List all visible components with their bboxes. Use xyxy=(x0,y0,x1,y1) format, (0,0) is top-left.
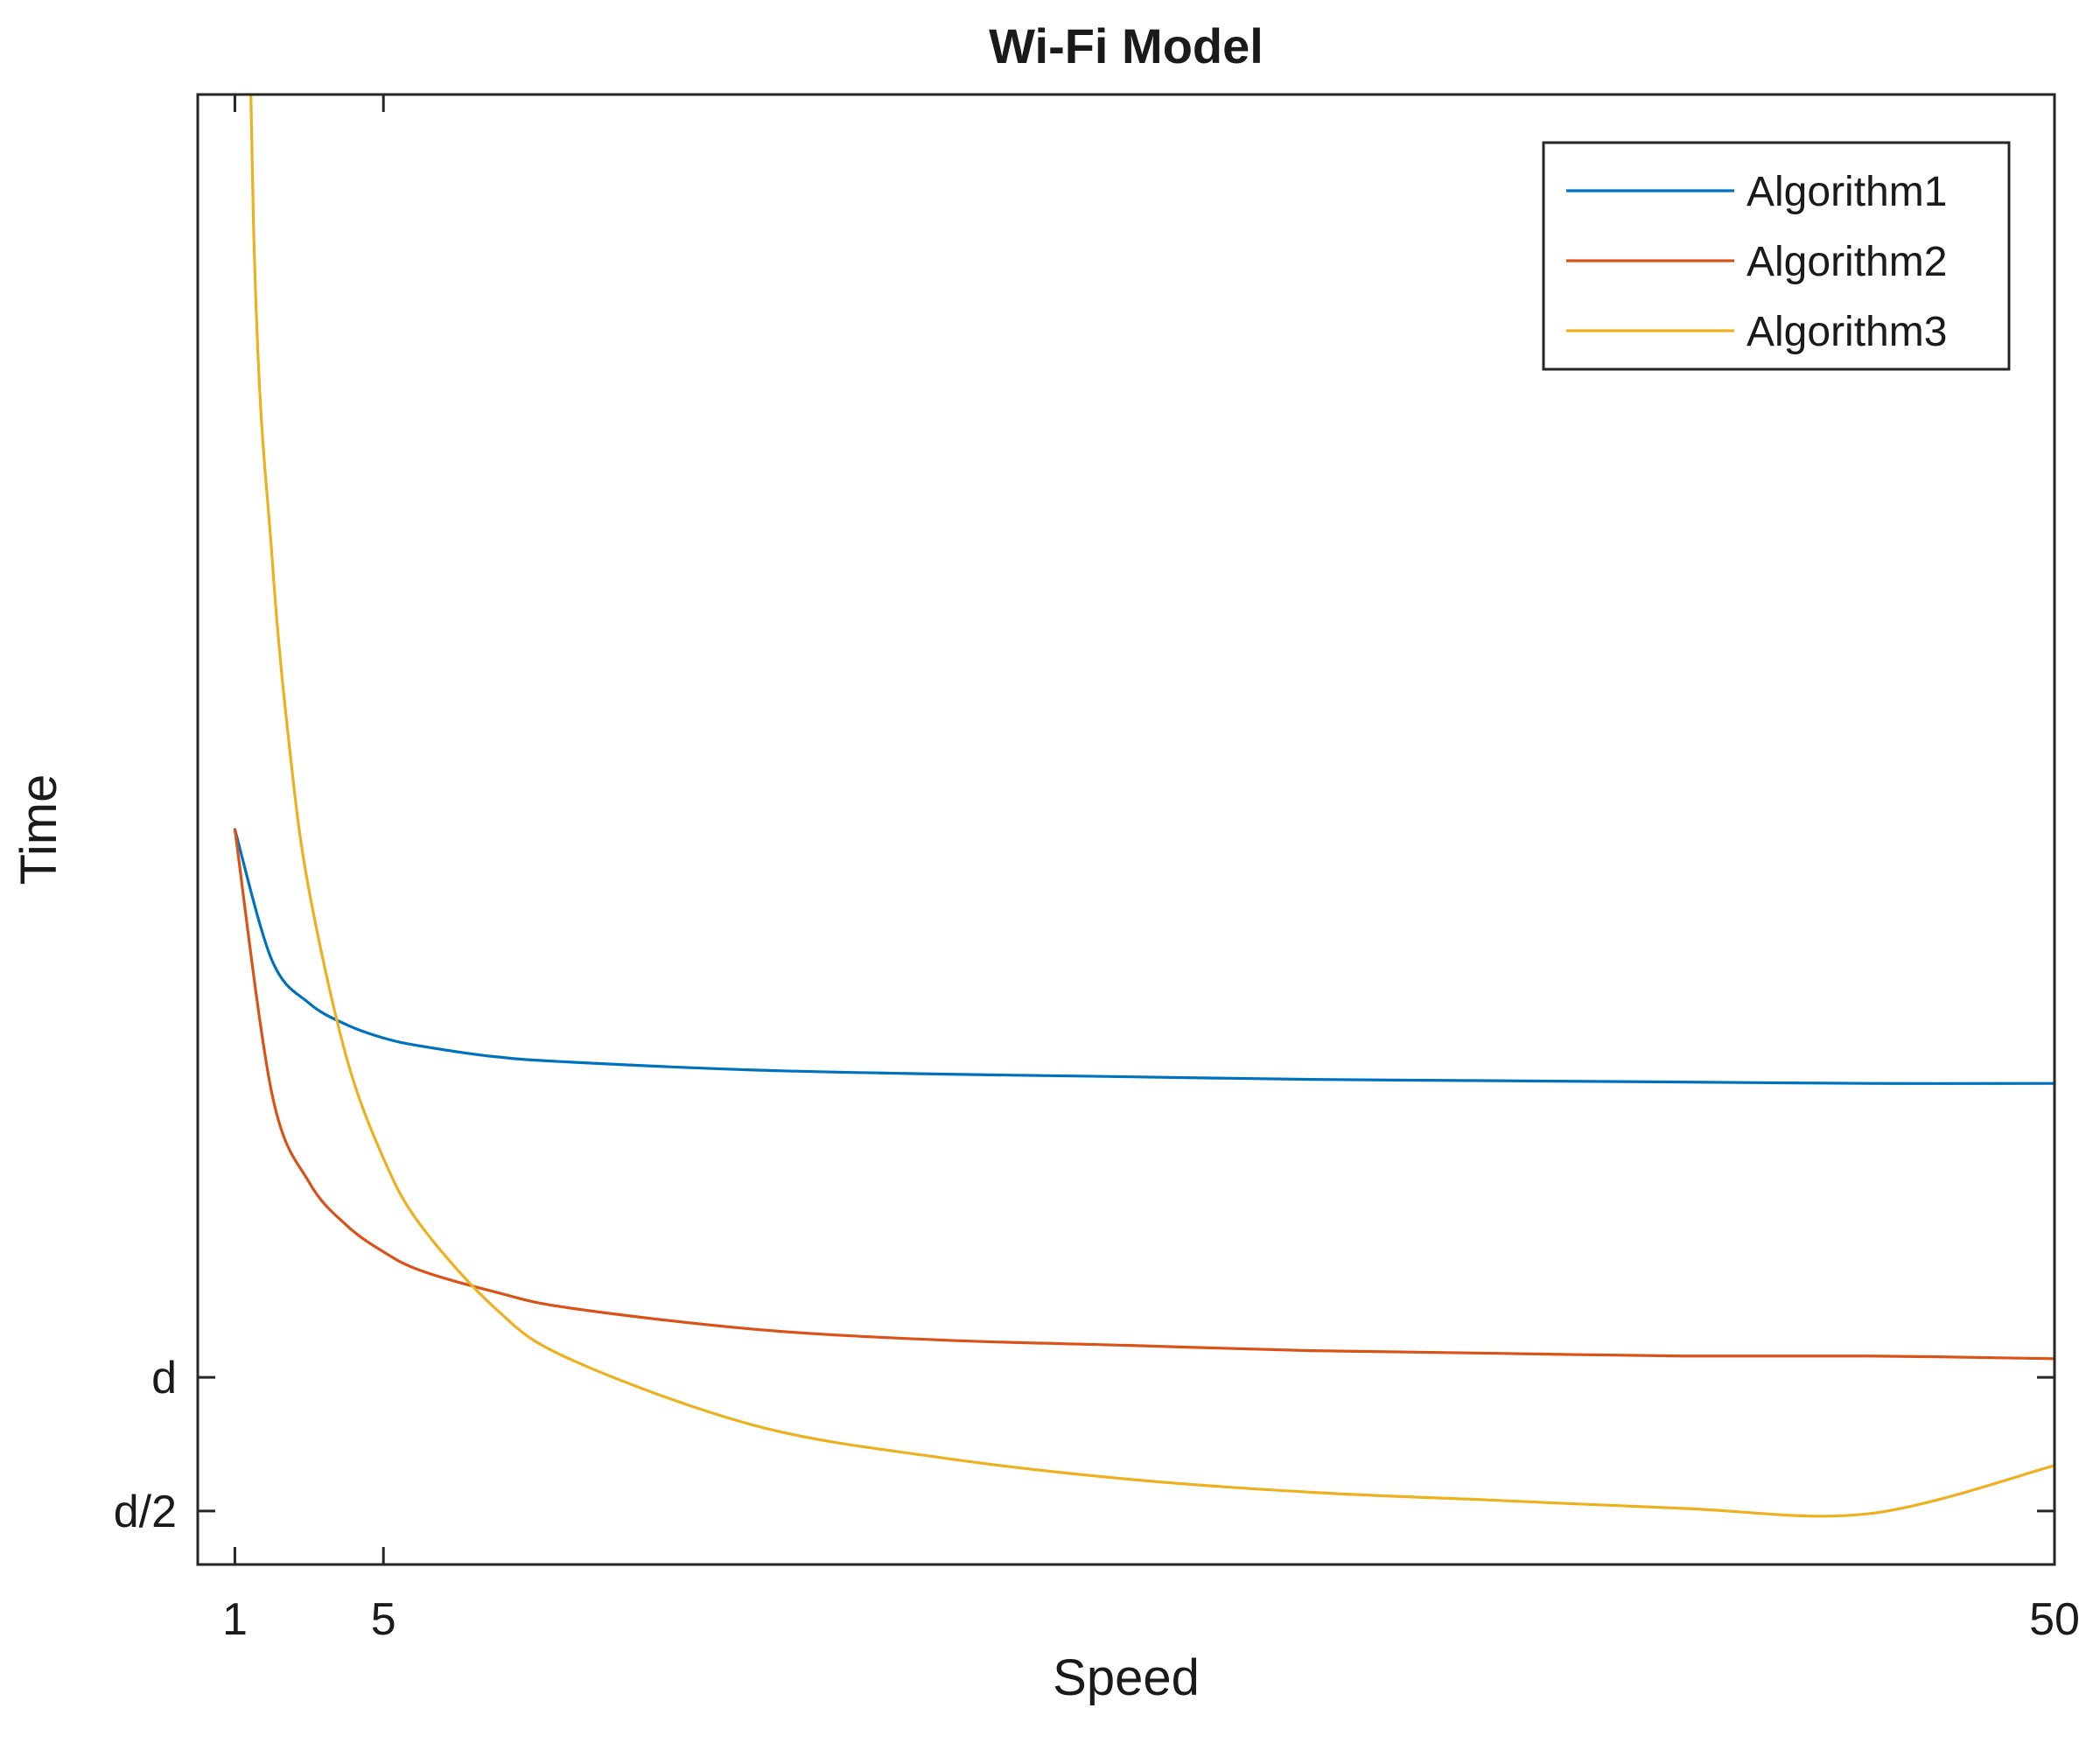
legend-label-3: Algorithm3 xyxy=(1746,309,1947,355)
x-axis-label: Speed xyxy=(1053,1649,1200,1706)
legend-label-1: Algorithm1 xyxy=(1746,169,1947,215)
series-group xyxy=(233,94,2054,1518)
chart-title: Wi-Fi Model xyxy=(989,18,1264,74)
series-line-3 xyxy=(248,94,2054,1518)
legend-label-2: Algorithm2 xyxy=(1746,239,1947,285)
y-tick-label-2: d/2 xyxy=(114,1487,177,1537)
x-tick-label-2: 5 xyxy=(371,1594,396,1645)
legend: Algorithm1 Algorithm2 Algorithm3 xyxy=(1542,141,2011,371)
y-tick-label-1: d xyxy=(151,1353,177,1404)
x-axis-ticks: 1 5 50 xyxy=(222,94,2080,1645)
series-line-1 xyxy=(233,828,2054,1085)
y-axis-ticks: d d/2 xyxy=(114,1353,2054,1537)
x-tick-label-1: 1 xyxy=(222,1594,248,1645)
y-axis-label: Time xyxy=(10,774,67,886)
x-tick-label-3: 50 xyxy=(2029,1594,2080,1645)
series-line-2 xyxy=(233,828,2054,1361)
plot-area-frame xyxy=(196,93,2056,1566)
